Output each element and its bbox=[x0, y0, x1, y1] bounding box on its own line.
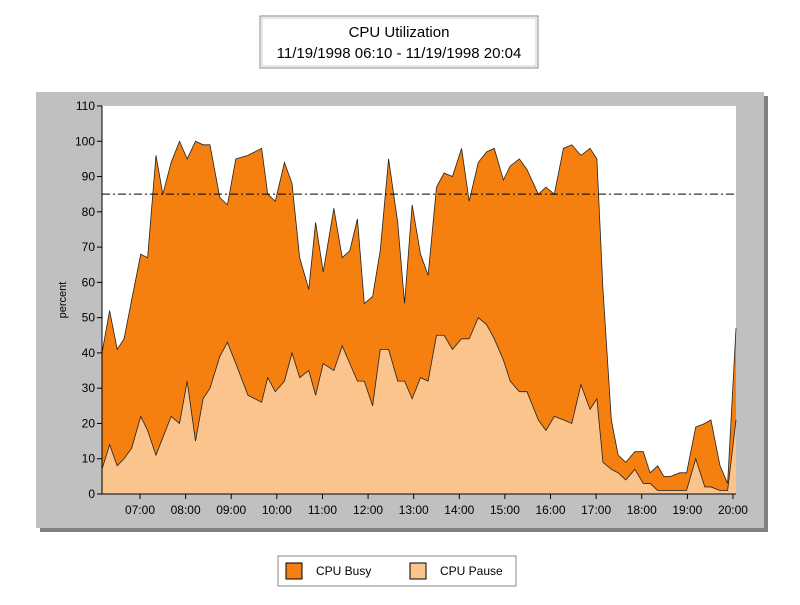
y-tick-label: 20 bbox=[82, 416, 96, 430]
x-tick-label: 20:00 bbox=[718, 503, 748, 517]
y-tick-label: 80 bbox=[82, 205, 96, 219]
y-tick-label: 90 bbox=[82, 170, 96, 184]
y-tick-label: 50 bbox=[82, 311, 96, 325]
x-tick-label: 09:00 bbox=[216, 503, 246, 517]
legend-box bbox=[277, 555, 517, 587]
area bbox=[102, 317, 736, 494]
legend-label: CPU Busy bbox=[316, 564, 371, 578]
y-tick-label: 10 bbox=[82, 452, 96, 466]
chart-subtitle: 11/19/1998 06:10 - 11/19/1998 20:04 bbox=[277, 45, 522, 62]
y-tick-label: 0 bbox=[88, 487, 95, 501]
x-tick-label: 11:00 bbox=[308, 503, 337, 517]
area-outline bbox=[101, 140, 737, 484]
y-tick-label: 30 bbox=[82, 381, 96, 395]
legend-label: CPU Pause bbox=[440, 564, 503, 578]
title-box bbox=[259, 15, 539, 69]
legend-swatch bbox=[409, 562, 427, 580]
x-tick-label: 17:00 bbox=[581, 503, 611, 517]
x-tick-label: 10:00 bbox=[262, 503, 292, 517]
x-tick-label: 13:00 bbox=[399, 503, 429, 517]
y-tick-label: 70 bbox=[82, 240, 96, 254]
chart-title: CPU Utilization bbox=[349, 24, 450, 41]
y-axis-label: percent bbox=[57, 282, 69, 319]
x-tick-label: 12:00 bbox=[353, 503, 383, 517]
x-tick-label: 18:00 bbox=[627, 503, 657, 517]
x-tick-label: 19:00 bbox=[672, 503, 702, 517]
y-tick-label: 60 bbox=[82, 275, 96, 289]
x-tick-label: 16:00 bbox=[535, 503, 565, 517]
legend-swatch bbox=[285, 562, 303, 580]
x-tick-label: 15:00 bbox=[490, 503, 520, 517]
title-box-inner bbox=[261, 17, 537, 67]
x-tick-label: 07:00 bbox=[125, 503, 155, 517]
area-outline bbox=[101, 316, 737, 491]
y-tick-label: 40 bbox=[82, 346, 96, 360]
x-tick-label: 08:00 bbox=[171, 503, 201, 517]
y-tick-label: 100 bbox=[75, 134, 95, 148]
x-tick-label: 14:00 bbox=[444, 503, 474, 517]
y-tick-label: 110 bbox=[76, 99, 95, 113]
